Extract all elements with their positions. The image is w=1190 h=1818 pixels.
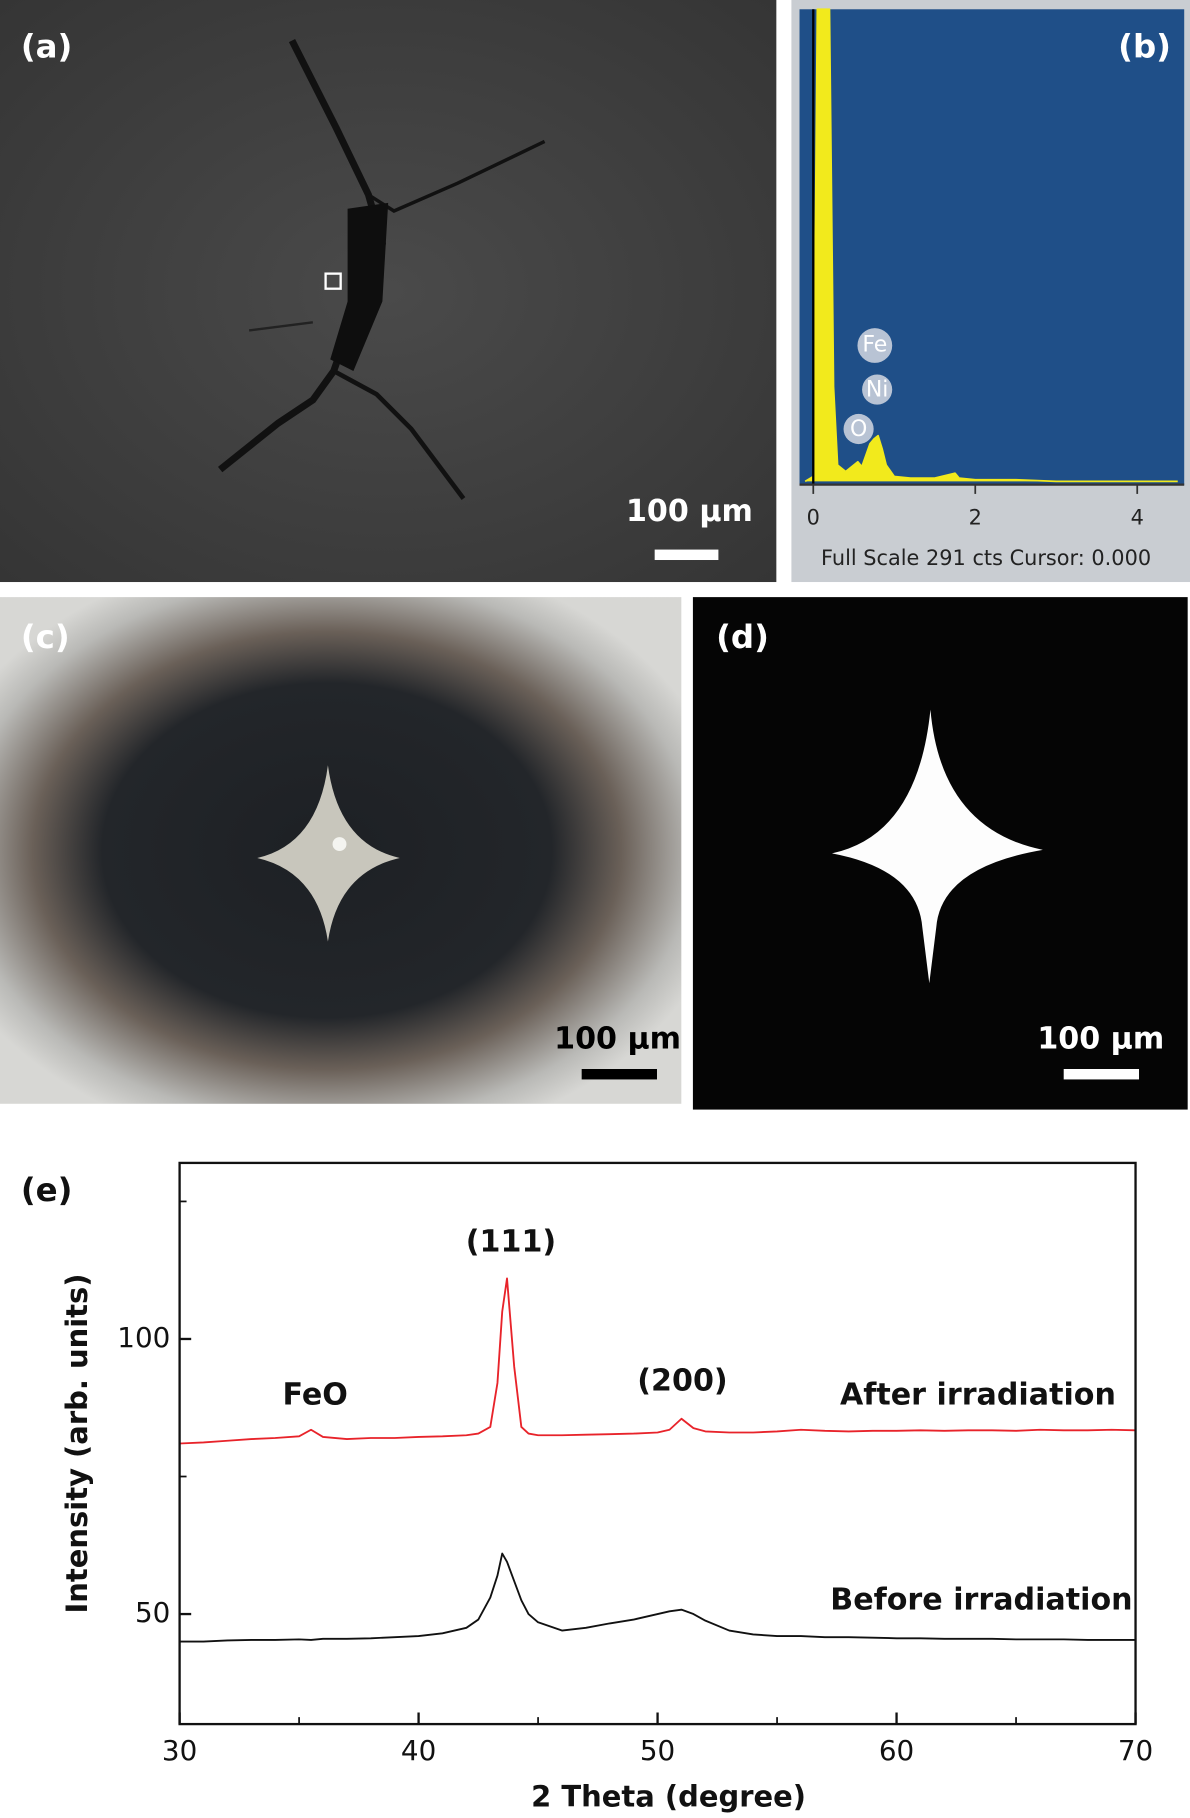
peak-label: Fe [862,333,887,358]
x-tick-label: 2 [969,505,982,529]
x-tick-label: 60 [879,1734,914,1767]
panel-label: (e) [21,1171,73,1209]
x-tick-label: 70 [1118,1734,1153,1767]
panel-label: (d) [716,618,769,656]
scale-bar [654,549,719,561]
scale-bar [581,1069,657,1080]
y-tick-label: 50 [135,1596,170,1629]
x-tick-label: 30 [162,1734,197,1767]
indent [831,709,1043,984]
highlight [332,837,347,852]
annotation: (200) [637,1364,727,1399]
annotation: FeO [282,1377,347,1412]
annotation: (111) [466,1224,556,1259]
plot-frame [178,1161,1137,1726]
peak-label: O [850,417,867,442]
scale-bar [1063,1069,1140,1080]
y-axis-label: Intensity (arb. units) [60,1273,94,1613]
eds-footer: Full Scale 291 cts Cursor: 0.000 [821,546,1151,570]
panel-label: (a) [21,28,73,66]
sem-image [0,0,777,583]
scale-text: 100 μm [626,494,753,529]
indent [257,765,400,942]
eds-plot [799,9,1185,485]
x-axis-label: 2 Theta (degree) [531,1779,806,1813]
x-tick-label: 50 [640,1734,675,1767]
data-line [179,1277,1136,1445]
peak-label: Ni [866,378,889,403]
panel-label: (b) [1118,28,1171,66]
crack [332,368,466,500]
x-tick-label: 0 [807,505,820,529]
x-tick-label: 4 [1131,505,1144,529]
scale-text: 100 μm [554,1022,681,1057]
y-tick-label: 100 [117,1321,170,1354]
marker-box [324,272,342,290]
series-label: After irradiation [840,1377,1116,1412]
peak-bubble [862,374,893,405]
scale-text: 100 μm [1037,1022,1164,1057]
data-line [179,1552,1136,1643]
spectrum [804,8,1178,483]
series-label: Before irradiation [830,1583,1132,1618]
crack [330,202,389,372]
crack [367,139,546,213]
peak-bubble [857,328,893,363]
crack [248,321,313,332]
x-tick-label: 40 [401,1734,436,1767]
peak-bubble [843,413,874,445]
panel-label: (c) [21,618,70,656]
